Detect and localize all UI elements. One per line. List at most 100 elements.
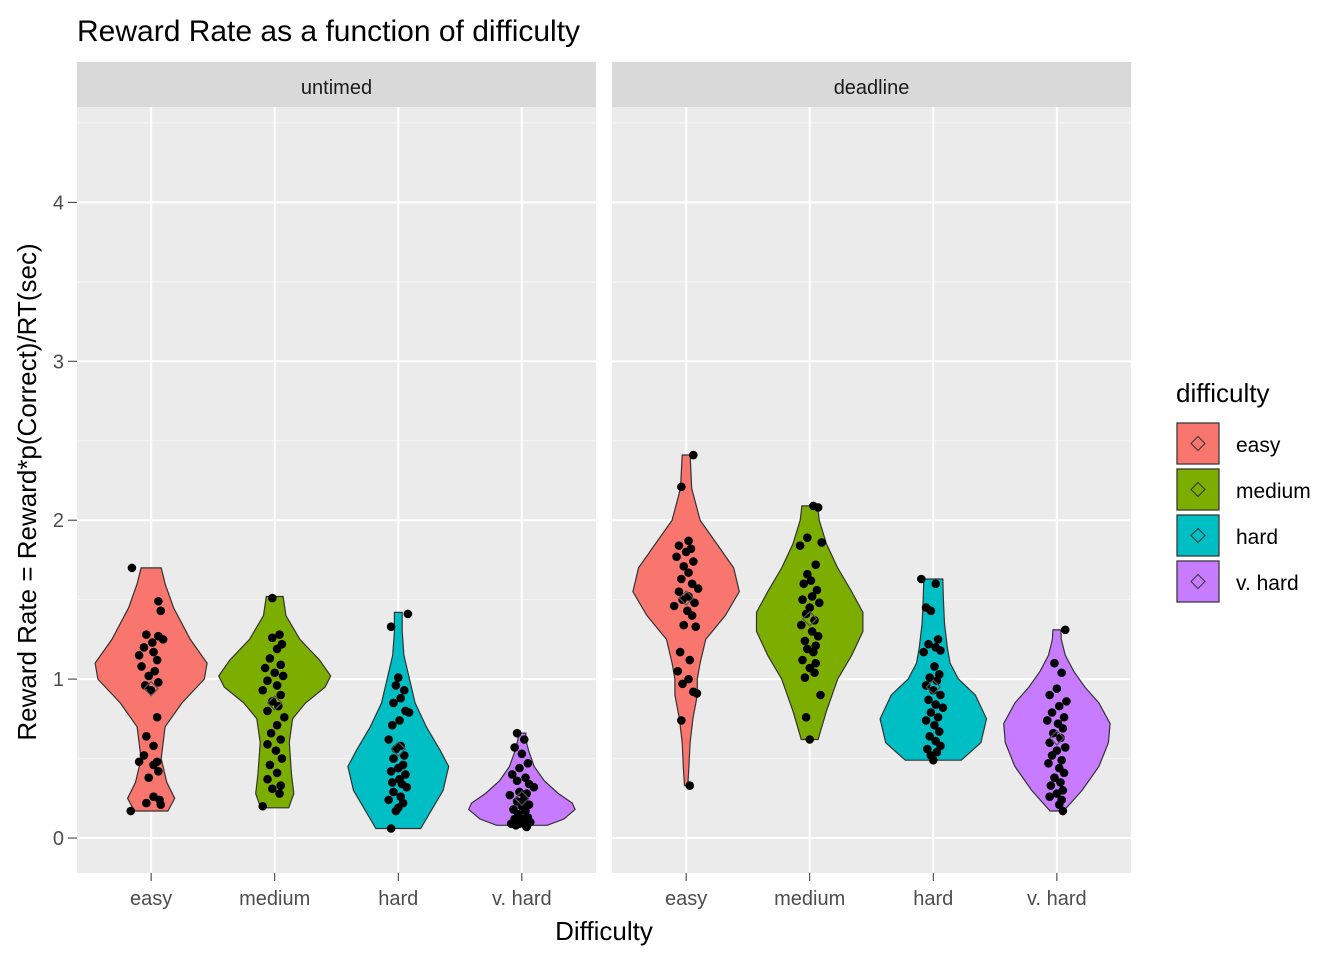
data-point	[678, 595, 687, 604]
data-point	[1052, 684, 1062, 693]
data-point	[396, 693, 405, 703]
data-point	[276, 690, 286, 700]
data-point	[277, 754, 287, 763]
legend-label: hard	[1236, 526, 1278, 549]
data-point	[268, 784, 277, 794]
data-point	[158, 635, 168, 644]
data-point	[517, 814, 527, 824]
data-point	[933, 712, 943, 722]
data-point	[505, 790, 515, 800]
data-point	[268, 593, 277, 603]
data-point	[404, 708, 414, 717]
data-point	[278, 671, 288, 681]
data-point	[139, 751, 149, 760]
data-point	[805, 603, 815, 612]
data-point	[924, 695, 933, 705]
data-point	[933, 635, 943, 644]
data-point	[1045, 738, 1054, 747]
legend-swatch	[1176, 514, 1220, 557]
data-point	[692, 689, 702, 698]
data-point	[524, 800, 534, 809]
x-tick-label: medium	[239, 888, 310, 910]
data-point	[152, 712, 162, 722]
data-point	[677, 574, 686, 584]
data-point	[402, 782, 411, 792]
data-point	[529, 782, 539, 792]
data-point	[148, 638, 157, 647]
data-point	[391, 681, 401, 690]
data-point	[263, 676, 272, 686]
data-point	[1059, 712, 1069, 722]
data-point	[813, 503, 823, 512]
facet-panel-deadline: deadline easy medium hard v. hard	[612, 62, 1131, 910]
legend-item-hard: hard	[1176, 514, 1278, 557]
data-point	[689, 450, 698, 460]
data-point	[685, 781, 695, 790]
mean-marker	[678, 590, 694, 606]
data-point	[1062, 697, 1071, 706]
data-point	[925, 732, 934, 741]
legend-swatch	[1176, 422, 1220, 465]
data-point	[1058, 806, 1068, 816]
data-point	[393, 763, 403, 773]
data-point	[391, 744, 401, 754]
data-point	[674, 541, 684, 550]
y-tick-label: 4	[53, 192, 64, 214]
data-point	[1052, 789, 1062, 798]
legend-label: v. hard	[1236, 572, 1299, 595]
data-point	[263, 774, 272, 784]
data-point	[928, 755, 938, 765]
data-point	[1045, 690, 1054, 700]
data-point	[1054, 701, 1064, 711]
data-point	[271, 746, 281, 755]
data-point	[154, 766, 163, 776]
data-point	[930, 720, 939, 730]
data-point	[689, 557, 698, 566]
data-point	[1056, 733, 1065, 743]
data-point	[926, 606, 936, 616]
legend: difficulty easy medium hard v. hard	[1176, 378, 1311, 603]
data-point	[797, 620, 806, 630]
data-point	[926, 708, 936, 717]
y-tick-label: 3	[53, 351, 64, 373]
data-point	[152, 655, 162, 665]
data-point	[1059, 768, 1069, 778]
x-tick-label: hard	[913, 888, 953, 910]
data-point	[1060, 625, 1070, 635]
data-point	[384, 795, 393, 805]
data-point	[815, 598, 824, 608]
data-point	[512, 776, 522, 786]
data-point	[266, 728, 276, 738]
legend-swatch	[1176, 560, 1220, 603]
facet-strip-label: untimed	[301, 77, 372, 99]
data-point	[265, 654, 275, 663]
data-point	[154, 596, 163, 606]
data-point	[510, 743, 519, 752]
data-point	[799, 579, 809, 589]
x-tick-label: easy	[665, 888, 707, 910]
y-tick-label: 2	[53, 510, 64, 532]
data-point	[272, 681, 282, 690]
mean-marker	[514, 790, 530, 807]
legend-item-medium: medium	[1176, 468, 1311, 511]
data-point	[134, 650, 144, 660]
data-point	[809, 647, 818, 657]
data-point	[679, 620, 689, 630]
x-axis-title: Difficulty	[555, 916, 653, 946]
data-point	[156, 800, 166, 809]
data-point	[268, 697, 277, 706]
data-point	[399, 685, 409, 695]
data-point	[142, 630, 151, 639]
data-point	[258, 685, 268, 695]
data-point	[919, 647, 928, 657]
data-point	[386, 622, 396, 631]
data-point	[260, 663, 270, 673]
data-point	[149, 647, 158, 657]
x-tick-label: v. hard	[1027, 888, 1087, 910]
diamond-icon	[1190, 481, 1206, 498]
data-point	[399, 751, 409, 760]
data-point	[801, 712, 811, 722]
y-tick-label: 0	[53, 828, 64, 850]
data-point	[276, 735, 286, 744]
data-point	[142, 798, 151, 808]
